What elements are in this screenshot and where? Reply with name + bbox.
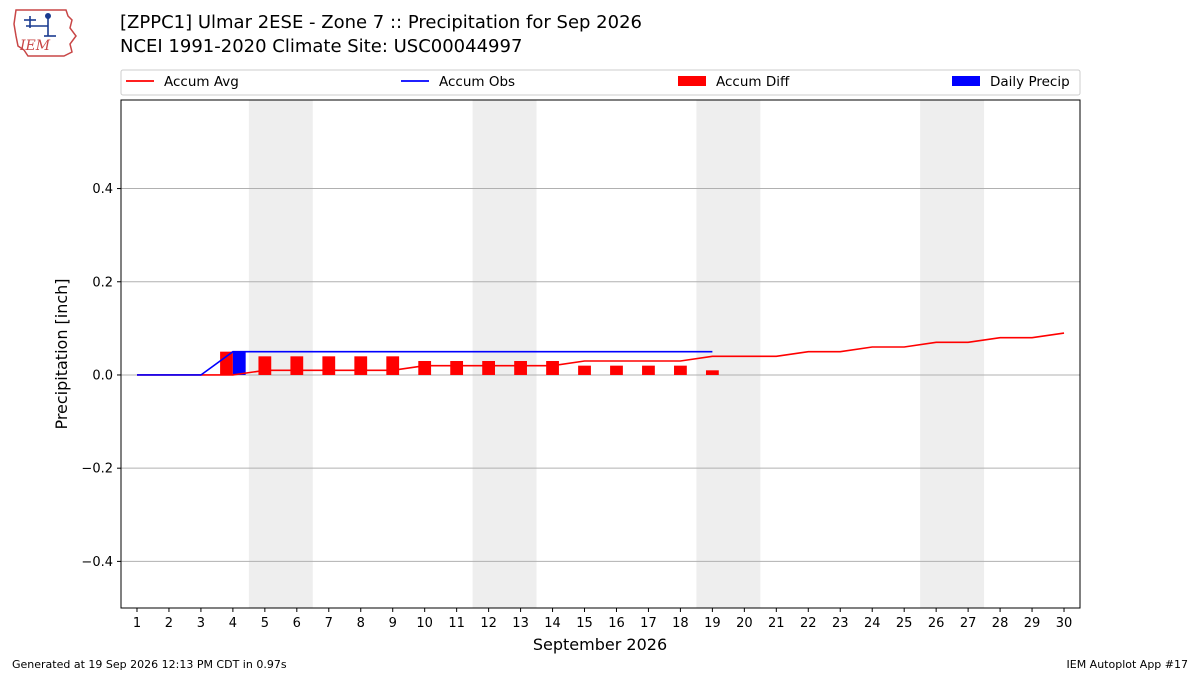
accum-diff-bar <box>610 365 623 375</box>
accum-diff-bar <box>258 356 272 375</box>
x-axis-label: September 2026 <box>533 635 667 654</box>
x-tick-label: 26 <box>928 616 945 631</box>
y-axis-ticks: −0.4 −0.2 0.0 0.2 0.4 <box>81 182 121 570</box>
x-tick-label: 1 <box>133 616 141 631</box>
x-tick-label: 28 <box>992 616 1009 631</box>
daily-precip-bar <box>232 351 246 375</box>
x-tick-label: 8 <box>357 616 365 631</box>
accum-diff-bar <box>514 360 527 375</box>
accum-diff-bar <box>546 360 559 375</box>
generated-timestamp: Generated at 19 Sep 2026 12:13 PM CDT in… <box>12 658 287 671</box>
legend-label: Daily Precip <box>990 74 1070 90</box>
x-tick-label: 24 <box>864 616 881 631</box>
accum-diff-bar <box>386 356 400 375</box>
weekend-band-3 <box>920 100 985 608</box>
x-tick-label: 9 <box>389 616 397 631</box>
chart-title: [ZPPC1] Ulmar 2ESE - Zone 7 :: Precipita… <box>120 12 642 33</box>
grid-lines <box>121 188 1080 562</box>
x-tick-label: 16 <box>608 616 625 631</box>
accum-diff-bar <box>322 356 336 375</box>
accum-diff-bar <box>482 360 496 375</box>
x-tick-label: 2 <box>165 616 173 631</box>
x-tick-label: 25 <box>896 616 913 631</box>
iem-logo: IEM <box>13 9 77 57</box>
precipitation-chart: −0.4−0.20.00.20.4 1 2 3 4 5 6 7 8 9 10 11 12 13 14 15 1… <box>52 69 1081 654</box>
x-tick-label: 18 <box>672 616 689 631</box>
weekend-shading <box>248 100 985 608</box>
logo-text: IEM <box>19 38 51 54</box>
plot-frame <box>120 99 1081 609</box>
x-tick-label: 23 <box>832 616 849 631</box>
accum-diff-bar <box>354 356 368 375</box>
x-tick-label: 30 <box>1056 616 1073 631</box>
accum-diff-bar <box>220 351 233 375</box>
x-tick-label: 10 <box>416 616 433 631</box>
y-tick-label: 0.4 <box>92 182 113 197</box>
x-tick-label: 22 <box>800 616 817 631</box>
x-tick-label: 13 <box>512 616 529 631</box>
weekend-band-1 <box>472 100 537 608</box>
x-tick-label: 3 <box>197 616 205 631</box>
weekend-band-2 <box>696 100 761 608</box>
y-tick-label: −0.2 <box>81 462 113 477</box>
x-tick-label: 5 <box>261 616 269 631</box>
x-tick-label: 15 <box>576 616 593 631</box>
x-tick-label: 20 <box>736 616 753 631</box>
x-tick-label: 12 <box>480 616 497 631</box>
x-tick-label: 14 <box>544 616 561 631</box>
x-tick-label: 17 <box>640 616 657 631</box>
lines-layer <box>136 332 1065 376</box>
app-credit: IEM Autoplot App #17 <box>1066 658 1189 671</box>
accum-diff-bar <box>450 360 464 375</box>
weekend-band-0 <box>248 100 313 608</box>
accum-diff-bar <box>674 365 687 375</box>
x-tick-label: 29 <box>1024 616 1041 631</box>
x-axis-ticks: 1 2 3 4 5 6 7 8 9 10 11 12 13 14 15 16 17 18 19 20 21 22 23 24 2… <box>133 608 1072 631</box>
x-tick-label: 21 <box>768 616 785 631</box>
legend-swatch-2 <box>678 76 706 86</box>
legend: Accum Avg Accum Obs Accum Diff Daily Precip <box>120 69 1081 96</box>
y-tick-label: −0.4 <box>81 555 113 570</box>
legend-label: Accum Avg <box>164 74 239 90</box>
x-tick-label: 4 <box>229 616 237 631</box>
accum-diff-bar <box>418 360 432 375</box>
legend-swatch-3 <box>952 76 980 86</box>
x-tick-label: 7 <box>325 616 333 631</box>
x-tick-label: 6 <box>293 616 301 631</box>
accum-diff-bar <box>578 365 591 375</box>
x-tick-label: 11 <box>448 616 465 631</box>
x-tick-label: 27 <box>960 616 977 631</box>
accum-diff-bar <box>642 365 655 375</box>
y-tick-label: 0.0 <box>92 368 113 383</box>
legend-box <box>120 69 1081 96</box>
accum-obs-line <box>136 350 713 376</box>
y-tick-label: 0.2 <box>92 275 113 290</box>
chart-subtitle: NCEI 1991-2020 Climate Site: USC00044997 <box>120 36 523 57</box>
accum-diff-bar <box>705 370 719 375</box>
legend-label: Accum Diff <box>716 74 790 90</box>
y-axis-label: Precipitation [inch] <box>52 278 71 429</box>
accum-diff-bar <box>290 356 304 375</box>
accum-avg-line <box>136 332 1065 376</box>
x-tick-label: 19 <box>704 616 721 631</box>
legend-label: Accum Obs <box>439 74 515 90</box>
